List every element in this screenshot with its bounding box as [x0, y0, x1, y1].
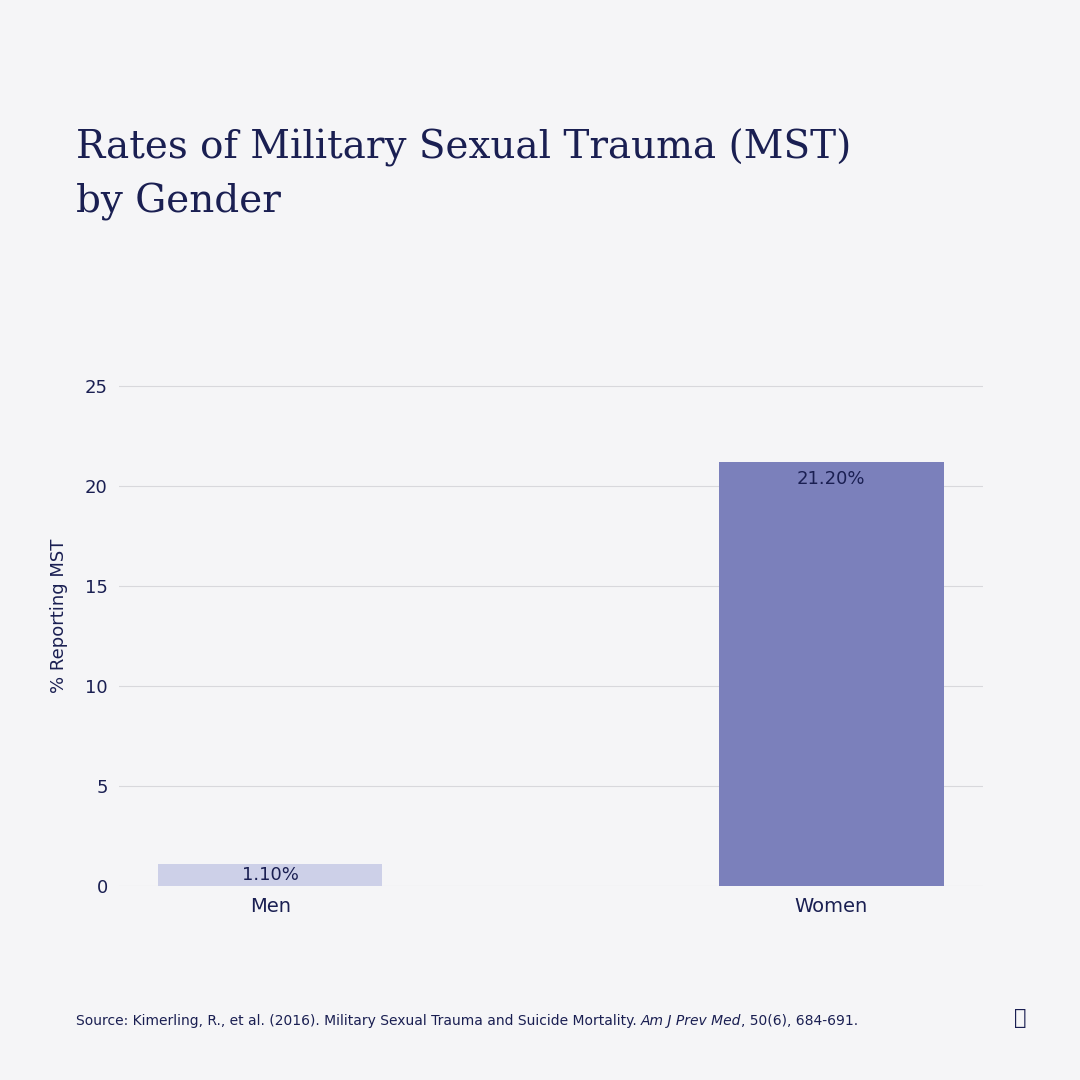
Bar: [158, 864, 382, 886]
Text: 21.20%: 21.20%: [797, 470, 865, 487]
Text: Source: Kimerling, R., et al. (2016). Military Sexual Trauma and Suicide Mortali: Source: Kimerling, R., et al. (2016). Mi…: [76, 1014, 640, 1028]
Text: ⧈: ⧈: [1014, 1008, 1027, 1028]
Text: Rates of Military Sexual Trauma (MST): Rates of Military Sexual Trauma (MST): [76, 129, 851, 167]
Text: , 50(6), 684-691.: , 50(6), 684-691.: [741, 1014, 859, 1028]
Text: Am J Prev Med: Am J Prev Med: [640, 1014, 741, 1028]
Text: by Gender: by Gender: [76, 184, 281, 221]
Y-axis label: % Reporting MST: % Reporting MST: [50, 539, 68, 692]
Text: 1.10%: 1.10%: [242, 865, 299, 883]
Bar: [719, 461, 944, 886]
